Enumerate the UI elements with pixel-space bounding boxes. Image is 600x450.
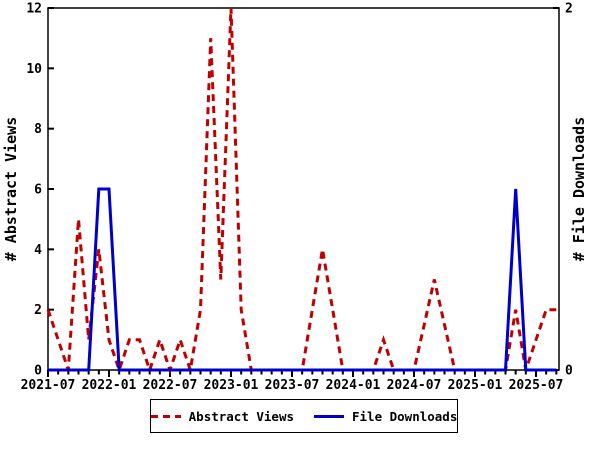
legend-label-file-downloads: File Downloads	[352, 408, 458, 424]
x-axis-tick-label: 2023-07	[265, 378, 320, 393]
x-axis-tick-label: 2021-07	[21, 378, 76, 393]
left-axis-tick-label: 8	[34, 122, 42, 137]
left-axis-title: # Abstract Views	[2, 117, 20, 262]
right-axis-title: # File Downloads	[570, 117, 588, 262]
x-axis-tick-label: 2025-01	[448, 378, 503, 393]
legend-item-abstract-views: Abstract Views	[150, 408, 294, 424]
abstract-views-line-sample	[150, 414, 181, 418]
abstract-views-line	[46, 7, 557, 375]
right-axis-tick-label: 2	[565, 2, 573, 17]
left-axis-tick-label: 4	[34, 243, 42, 258]
x-axis-tick-label: 2024-07	[387, 378, 442, 393]
x-axis-tick-label: 2022-07	[143, 378, 198, 393]
left-axis-tick-label: 6	[34, 183, 42, 198]
legend-label-abstract-views: Abstract Views	[188, 408, 294, 424]
right-axis-tick-label: 0	[565, 364, 573, 379]
x-axis-tick-label: 2025-07	[509, 378, 564, 393]
left-axis-tick-label: 0	[34, 364, 42, 379]
left-axis-tick-label: 12	[26, 2, 42, 17]
file-downloads-line-sample	[314, 414, 344, 418]
x-axis-tick-label: 2022-01	[82, 378, 137, 393]
legend: Abstract Views File Downloads	[150, 399, 458, 433]
x-axis-tick-label: 2024-01	[326, 378, 381, 393]
file-downloads-line	[48, 187, 557, 372]
x-axis-tick-label: 2023-01	[204, 378, 259, 393]
line-chart: 0 2 4 6 8 10 12 0 2 2021-07 2022-01 2022-07 2023-01 2…	[2, 2, 588, 394]
left-axis-tick-label: 10	[26, 62, 42, 77]
left-axis-tick-label: 2	[34, 303, 42, 318]
legend-item-file-downloads: File Downloads	[314, 409, 457, 424]
plot-frame	[47, 7, 560, 371]
